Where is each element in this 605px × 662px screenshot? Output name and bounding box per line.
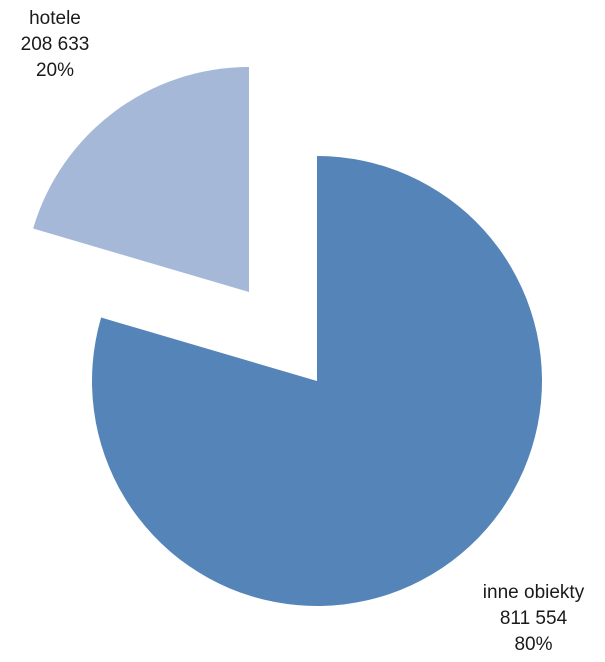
data-label-inne-obiekty: inne obiekty 811 554 80% xyxy=(462,580,605,658)
data-label-inne-obiekty-percent: 80% xyxy=(514,634,553,655)
data-label-hotele-name: hotele xyxy=(29,8,81,29)
data-label-inne-obiekty-name: inne obiekty xyxy=(482,582,585,603)
data-label-inne-obiekty-value: 811 554 xyxy=(499,608,568,629)
data-label-hotele-percent: 20% xyxy=(35,60,75,81)
data-label-hotele-value: 208 633 xyxy=(20,34,90,55)
data-label-hotele: hotele 208 633 20% xyxy=(0,6,110,84)
pie-slice-inne-obiekty xyxy=(91,156,542,606)
pie-slice-hotele xyxy=(33,67,249,292)
